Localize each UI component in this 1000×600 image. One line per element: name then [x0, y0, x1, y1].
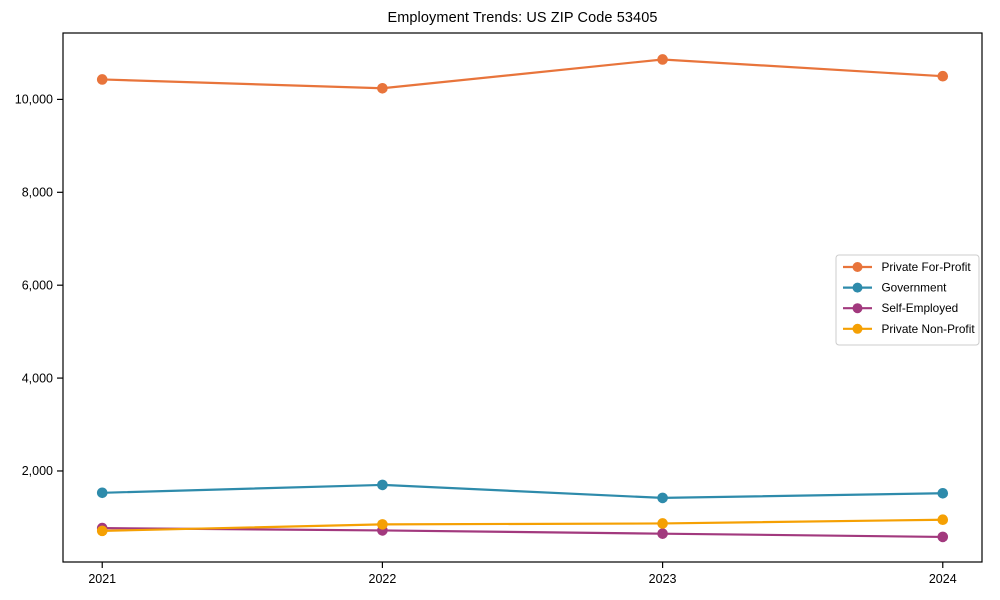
legend-entry-label-private-for-profit: Private For-Profit — [882, 260, 972, 274]
data-point-private-non-profit-2023 — [657, 518, 668, 529]
legend-marker-dot-private-non-profit — [852, 323, 863, 334]
chart-title: Employment Trends: US ZIP Code 53405 — [387, 10, 658, 26]
legend-box — [835, 254, 980, 346]
x-axis-tick-label: 2024 — [929, 572, 957, 586]
data-point-private-for-profit-2023 — [657, 54, 668, 65]
series-line-private-non-profit — [102, 518, 943, 532]
plot-frame — [62, 32, 983, 563]
data-point-private-non-profit-2022 — [377, 519, 388, 530]
data-point-private-for-profit-2024 — [937, 70, 949, 82]
legend-entry-label-private-non-profit: Private Non-Profit — [882, 322, 976, 336]
series-line-government — [102, 483, 943, 500]
legend-marker-dot-self-employed — [852, 303, 863, 314]
data-point-self-employed-2023 — [657, 528, 668, 539]
x-axis-tick-label: 2021 — [88, 572, 116, 586]
data-point-private-for-profit-2022 — [377, 82, 388, 94]
y-axis-tick-label: 10,000 — [15, 93, 53, 107]
data-point-private-for-profit-2021 — [96, 74, 108, 85]
data-point-government-2021 — [96, 487, 108, 499]
legend-entry-label-government: Government — [882, 281, 948, 295]
x-axis-tick-label: 2023 — [649, 572, 677, 586]
y-axis-tick-label: 6,000 — [22, 278, 53, 292]
x-axis-tick-label: 2022 — [369, 572, 397, 586]
legend-marker-dot-private-for-profit — [852, 262, 863, 272]
series-line-private-for-profit — [102, 58, 943, 90]
data-point-government-2024 — [937, 487, 949, 499]
data-point-government-2023 — [657, 492, 668, 504]
y-axis-tick-label: 2,000 — [22, 464, 53, 478]
series-line-self-employed — [102, 526, 943, 539]
data-point-private-non-profit-2021 — [96, 525, 108, 537]
legend-marker-dot-government — [852, 282, 863, 293]
y-axis-tick-label: 4,000 — [22, 371, 53, 385]
legend-entry-label-self-employed: Self-Employed — [882, 301, 959, 315]
y-axis-tick-label: 8,000 — [22, 186, 53, 200]
data-point-private-non-profit-2024 — [937, 514, 949, 526]
data-point-government-2022 — [377, 479, 388, 491]
data-point-self-employed-2024 — [937, 531, 949, 543]
